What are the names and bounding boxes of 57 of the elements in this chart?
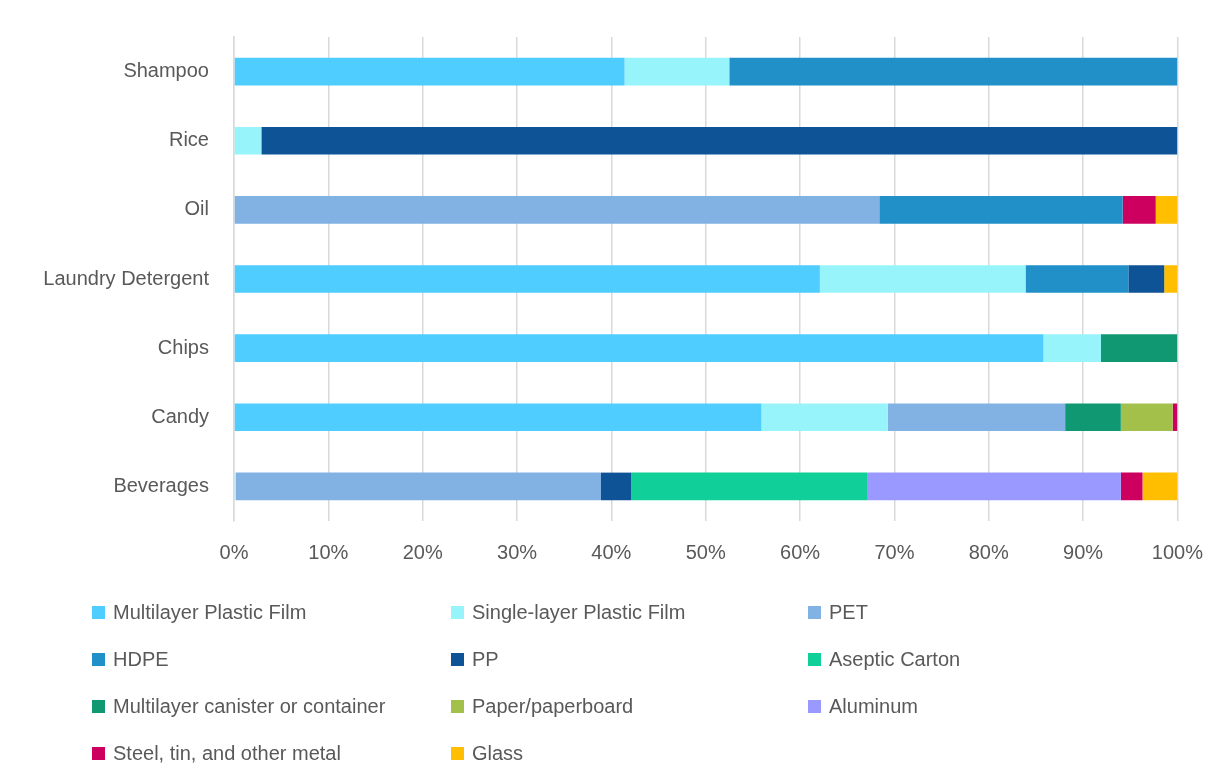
bar (624, 57, 730, 86)
bar (1043, 334, 1102, 362)
bar (1101, 334, 1178, 362)
bar (234, 126, 262, 155)
x-tick-label: 10% (308, 540, 349, 563)
y-tick-label: Oil (184, 197, 209, 220)
bar (1128, 265, 1165, 293)
y-tick-label: Beverages (113, 473, 209, 496)
x-tick-label: 50% (685, 540, 726, 563)
bar (761, 403, 888, 432)
legend-label: Multilayer canister or container (113, 694, 386, 718)
bar (819, 265, 1026, 293)
legend-label: Aseptic Carton (829, 647, 961, 671)
y-tick-label: Rice (168, 128, 209, 151)
legend-label: HDPE (113, 647, 169, 671)
x-tick-label: 80% (968, 540, 1009, 563)
bar (631, 472, 868, 501)
bar (1025, 265, 1129, 293)
legend-label: Multilayer Plastic Film (113, 600, 307, 624)
legend-label: Paper/paperboard (472, 694, 634, 718)
bar (887, 403, 1066, 432)
bar (1164, 265, 1178, 293)
bar (1120, 472, 1143, 501)
x-tick-label: 100% (1151, 540, 1204, 563)
bar (1120, 403, 1173, 432)
bar (867, 472, 1121, 501)
y-tick-label: Candy (151, 404, 209, 427)
bar (1065, 403, 1121, 432)
y-tick-label: Laundry Detergent (43, 266, 210, 289)
x-tick-label: 70% (874, 540, 915, 563)
x-tick-label: 90% (1063, 540, 1104, 563)
x-tick-label: 0% (219, 540, 249, 563)
y-tick-label: Shampoo (123, 59, 209, 82)
x-tick-label: 20% (402, 540, 443, 563)
legend-label: Glass (472, 741, 524, 765)
legend-label: PET (829, 600, 868, 624)
legend-label: PP (472, 647, 499, 671)
bar (234, 196, 880, 224)
bar (600, 472, 632, 501)
x-tick-label: 60% (780, 540, 821, 563)
bar (729, 57, 1178, 86)
y-tick-label: Chips (157, 335, 209, 358)
bar (1142, 472, 1178, 501)
legend-label: Aluminum (829, 694, 918, 718)
bar (235, 472, 601, 501)
bar (234, 265, 820, 293)
bar (234, 334, 1044, 362)
bar (234, 403, 762, 432)
bar (1122, 196, 1156, 224)
bar (1155, 196, 1178, 224)
legend-label: Steel, tin, and other metal (113, 741, 341, 765)
x-tick-label: 30% (497, 540, 538, 563)
bar (879, 196, 1123, 224)
bar (234, 57, 625, 86)
bar (261, 126, 1178, 155)
legend-label: Single-layer Plastic Film (472, 600, 686, 624)
x-tick-label: 40% (591, 540, 632, 563)
